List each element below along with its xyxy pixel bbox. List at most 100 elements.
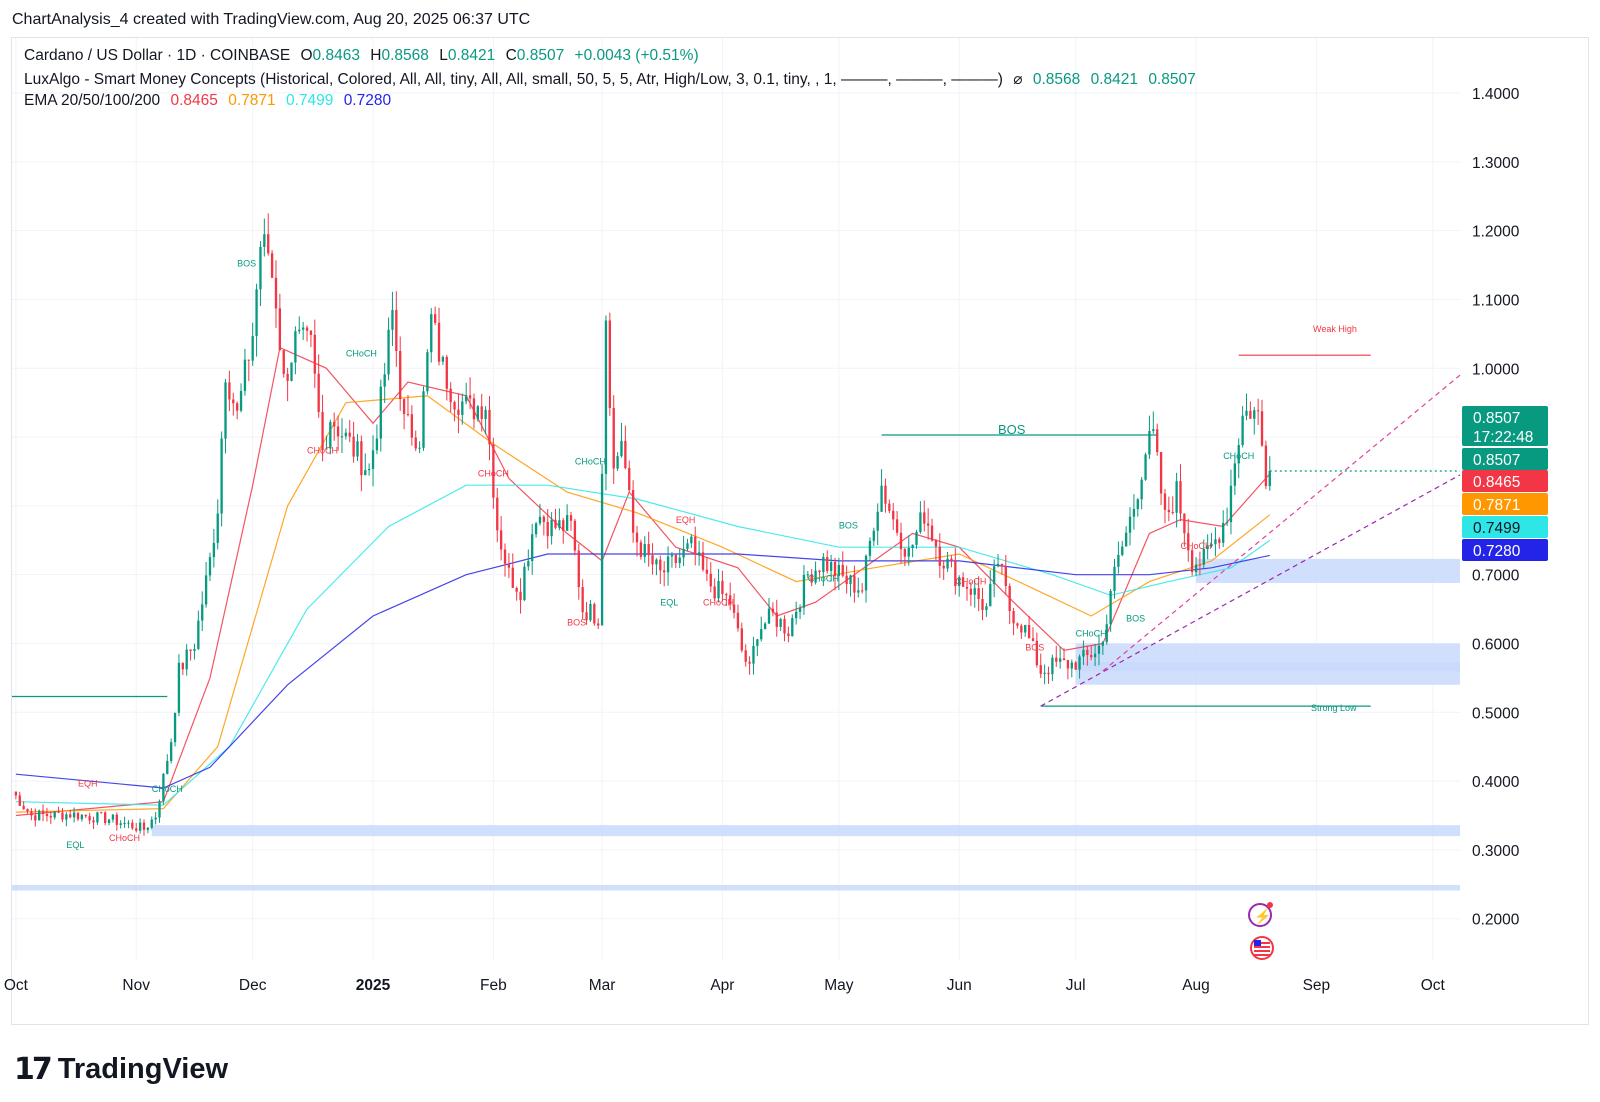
- candle-body: [826, 557, 829, 571]
- candle-body: [1047, 672, 1050, 675]
- candle-body: [309, 330, 313, 335]
- candle-body: [80, 814, 84, 820]
- candle-body: [1163, 493, 1167, 510]
- ema200-tag-bg: [1462, 539, 1548, 561]
- candle-body: [201, 604, 204, 621]
- candle-body: [946, 558, 949, 569]
- candle-body: [926, 523, 930, 526]
- candle-body: [1024, 624, 1027, 633]
- smc-label: BOS: [567, 618, 586, 628]
- trendline: [1102, 374, 1461, 672]
- candle-body: [49, 816, 52, 818]
- candle-body: [597, 623, 600, 626]
- smc-label: CHoCH: [955, 576, 986, 586]
- candle-body: [729, 595, 732, 605]
- ema50-tag-text: 0.7871: [1473, 497, 1520, 514]
- tradingview-mark-icon: 17: [14, 1052, 53, 1087]
- candle-body: [1082, 649, 1085, 657]
- candle-body: [1121, 546, 1124, 555]
- candle-body: [1225, 522, 1229, 524]
- candle-body: [558, 520, 561, 528]
- candle-body: [104, 812, 107, 823]
- candle-body: [1020, 625, 1023, 633]
- candle-body: [433, 314, 437, 323]
- candle-body: [232, 399, 235, 404]
- candle-body: [748, 661, 751, 664]
- candle-body: [888, 503, 891, 511]
- candle-body: [1253, 410, 1256, 419]
- smc-label: CHoCH: [1223, 451, 1254, 461]
- candle-body: [1109, 591, 1112, 625]
- candle-body: [981, 598, 984, 611]
- candle-body: [426, 352, 429, 392]
- legend-ohlc: O0.8463 H0.8568 L0.8421 C0.8507 +0.0043 …: [300, 47, 699, 64]
- candle-body: [659, 559, 662, 571]
- candle-body: [515, 587, 518, 592]
- y-tick-label: 0.2000: [1472, 912, 1520, 929]
- legend-symbol[interactable]: Cardano / US Dollar · 1D · COINBASE: [24, 47, 291, 64]
- candle-body: [72, 812, 76, 818]
- candle-body: [212, 542, 216, 558]
- legend-change: +0.0043 (+0.51%): [574, 47, 699, 64]
- candle-body: [499, 530, 503, 550]
- candle-body: [538, 516, 542, 524]
- legend-close: 0.8507: [516, 47, 565, 64]
- candle-body: [989, 584, 992, 607]
- candle-body: [701, 552, 705, 570]
- candle-body: [1113, 566, 1116, 592]
- candle-body: [119, 823, 122, 825]
- candle-body: [1031, 638, 1035, 641]
- candle-body: [472, 398, 476, 420]
- ema20-tag-bg: [1462, 470, 1548, 492]
- candle-body: [713, 586, 716, 599]
- grid: [12, 38, 1460, 960]
- candle-body: [546, 521, 549, 537]
- candle-body: [34, 815, 37, 821]
- candle-body: [1260, 411, 1264, 446]
- candle-body: [631, 490, 635, 533]
- candle-body: [550, 519, 553, 537]
- candle-body: [573, 520, 577, 551]
- smc-label: CHoCH: [703, 598, 734, 608]
- x-tick-label: Nov: [122, 977, 150, 994]
- candle-body: [321, 411, 324, 450]
- candle-body: [694, 536, 697, 555]
- candle-body: [1051, 657, 1054, 675]
- tradingview-logo[interactable]: 17 TradingView: [14, 1052, 228, 1087]
- legend-indicator[interactable]: LuxAlgo - Smart Money Concepts (Historic…: [24, 71, 1003, 88]
- candle-body: [1136, 499, 1139, 510]
- candle-body: [38, 810, 41, 821]
- candle-body: [868, 540, 872, 556]
- candle-body: [111, 814, 115, 820]
- candle-body: [919, 512, 922, 533]
- candle-body: [565, 515, 569, 531]
- candle-body: [333, 422, 336, 427]
- candle-body: [158, 801, 161, 818]
- candle-body: [744, 650, 747, 662]
- candle-body: [204, 575, 208, 605]
- candle-body: [721, 580, 724, 595]
- candle-body: [527, 561, 530, 567]
- candle-body: [775, 612, 778, 627]
- candle-body: [235, 403, 239, 411]
- candle-body: [476, 406, 480, 420]
- x-tick-label: Oct: [1421, 977, 1446, 994]
- candle-body: [41, 810, 45, 815]
- legend-ema-label[interactable]: EMA 20/50/100/200: [24, 92, 161, 109]
- candle-body: [181, 662, 184, 670]
- candle-body: [973, 588, 976, 595]
- candle-body: [263, 234, 266, 247]
- candle-body: [375, 438, 379, 451]
- candle-body: [84, 814, 87, 817]
- order-block-zone: [1075, 662, 1460, 672]
- ema-line-ema100: [15, 484, 1271, 806]
- candle-body: [1241, 415, 1244, 446]
- candle-body: [1070, 662, 1073, 669]
- weak-high-label: Weak High: [1313, 324, 1357, 334]
- candle-body: [496, 497, 499, 531]
- candle-body: [690, 536, 693, 544]
- candle-body: [531, 534, 534, 562]
- candle-body: [643, 544, 646, 557]
- candle-body: [154, 817, 157, 820]
